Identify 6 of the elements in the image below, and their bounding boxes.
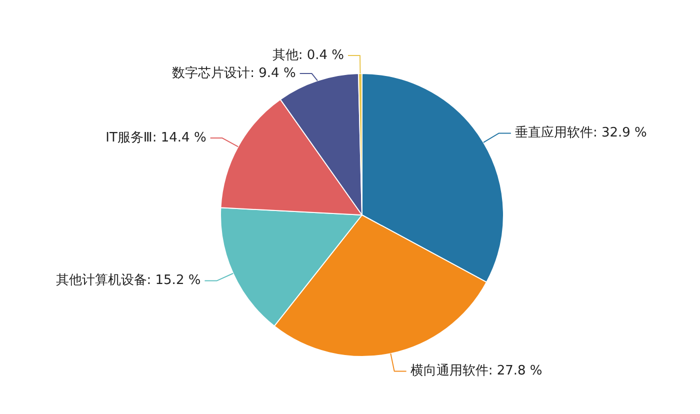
slice-label: 横向通用软件: 27.8 % [410, 364, 542, 379]
slice-label: IT服务Ⅲ: 14.4 % [106, 130, 206, 146]
slice-label: 垂直应用软件: 32.9 % [514, 124, 647, 141]
slice-label: 其他计算机设备: 15.2 % [56, 273, 201, 288]
slice-label: 其他: 0.4 % [272, 48, 344, 63]
slice-label: 数字芯片设计: 9.4 % [172, 64, 296, 81]
